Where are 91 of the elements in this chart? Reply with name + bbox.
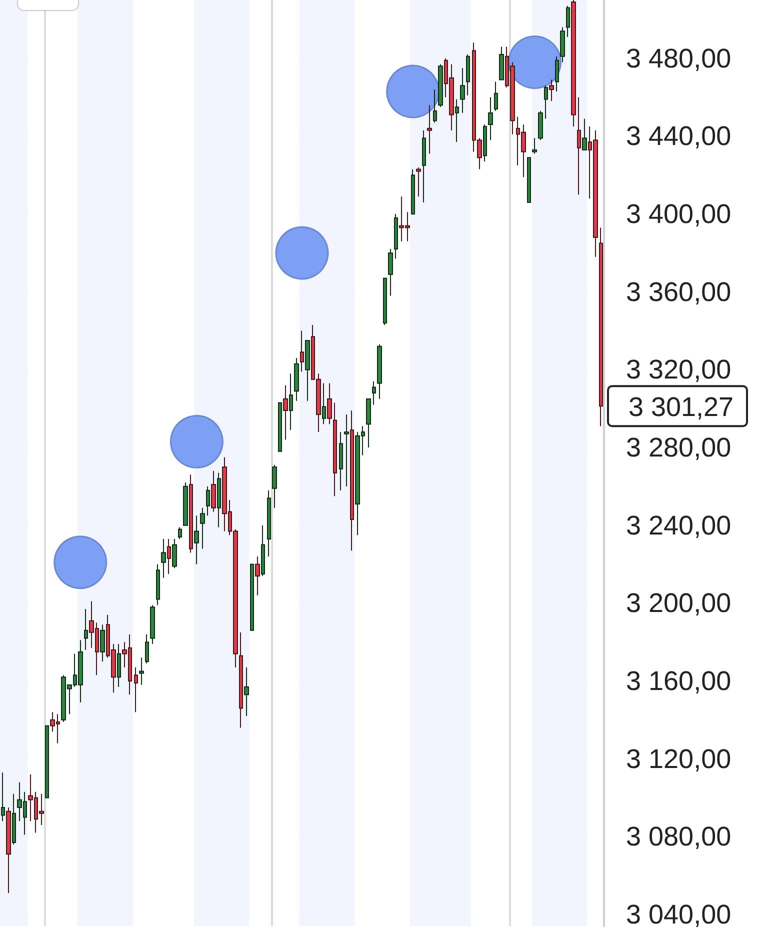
candlestick [100,624,105,662]
candlestick [455,98,459,143]
y-tick-label: 3 240,00 [626,510,732,540]
candlestick [466,54,470,96]
point [386,64,440,118]
candlestick [283,384,288,440]
point [508,36,562,89]
candlestick [261,524,265,576]
candlestick [560,26,565,63]
candlestick [527,157,531,203]
candlestick [1,772,5,822]
candlestick [416,166,421,198]
candlestick [178,526,182,540]
candlestick [388,248,393,296]
candlestick [494,81,498,112]
y-tick-label: 3 200,00 [626,588,732,618]
candlestick [544,85,548,120]
y-tick-label: 3 400,00 [626,199,732,230]
candlestick [156,564,160,606]
candlestick [167,538,171,574]
candlestick [350,410,354,552]
candlestick [322,382,326,425]
candlestick [200,507,205,550]
candlestick [438,64,443,108]
y-tick-label: 3 040,00 [626,900,732,928]
candlestick [488,96,493,141]
candlestick [255,556,260,596]
candlestick [532,138,537,154]
candlestick [217,472,221,528]
candlestick [289,373,293,431]
point [54,536,108,590]
candlestick [139,657,144,686]
candlestick [239,632,243,728]
candlestick [305,340,310,402]
candlestick [422,130,426,203]
candlestick [84,608,88,650]
y-tick-label: 3 120,00 [626,744,732,774]
candlestick [555,56,559,92]
candlestick [134,666,138,713]
candlestick [383,278,387,326]
y-tick-label: 3 360,00 [626,276,732,307]
candlestick [267,490,271,557]
y-tick-label: 3 440,00 [626,121,732,152]
candlestick [145,634,149,664]
candlestick [582,118,587,150]
point [275,226,329,280]
y-tick-label: 3 080,00 [626,822,732,852]
candlestick [294,358,299,402]
candlestick [206,486,210,516]
y-tick-label: 3 160,00 [626,666,732,696]
candlestick [377,344,382,400]
candlestick [499,46,504,80]
candlestick [427,104,432,154]
candlestick [272,464,277,508]
candlestick [45,725,49,798]
candlestick [117,644,121,688]
candlestick [372,380,376,406]
candlestick [183,482,188,526]
candlestick [483,124,487,162]
y-tick-label: 3 320,00 [626,354,732,385]
candlestick [6,806,11,894]
candlestick [244,666,249,717]
candlestick [172,538,177,569]
candlestick [549,79,554,102]
candlestick [161,538,166,578]
candlestick [12,793,16,845]
text: 3 301,27 [628,392,734,422]
candlestick [394,214,398,260]
candlestick [571,0,576,127]
y-tick-label: 3 280,00 [626,432,732,463]
candlestick [194,515,199,565]
candlestick [150,604,155,645]
candlestick [366,398,371,448]
candlestick [250,564,254,631]
candlestick [278,402,282,452]
candlestick [327,382,332,425]
candlestick [189,474,193,554]
candlestick [211,470,216,512]
candlestick [566,5,570,38]
candlestick [300,330,304,372]
point [170,414,224,468]
candlestick [538,110,543,141]
candlestick [460,68,465,114]
candlestick [599,227,603,427]
candlestick [344,414,349,487]
candlestick [411,168,415,215]
candlestick [433,89,437,124]
y-tick-label: 3 480,00 [626,43,732,74]
candlestick [333,402,337,497]
candlestick [577,96,581,196]
candlestick [339,431,343,491]
